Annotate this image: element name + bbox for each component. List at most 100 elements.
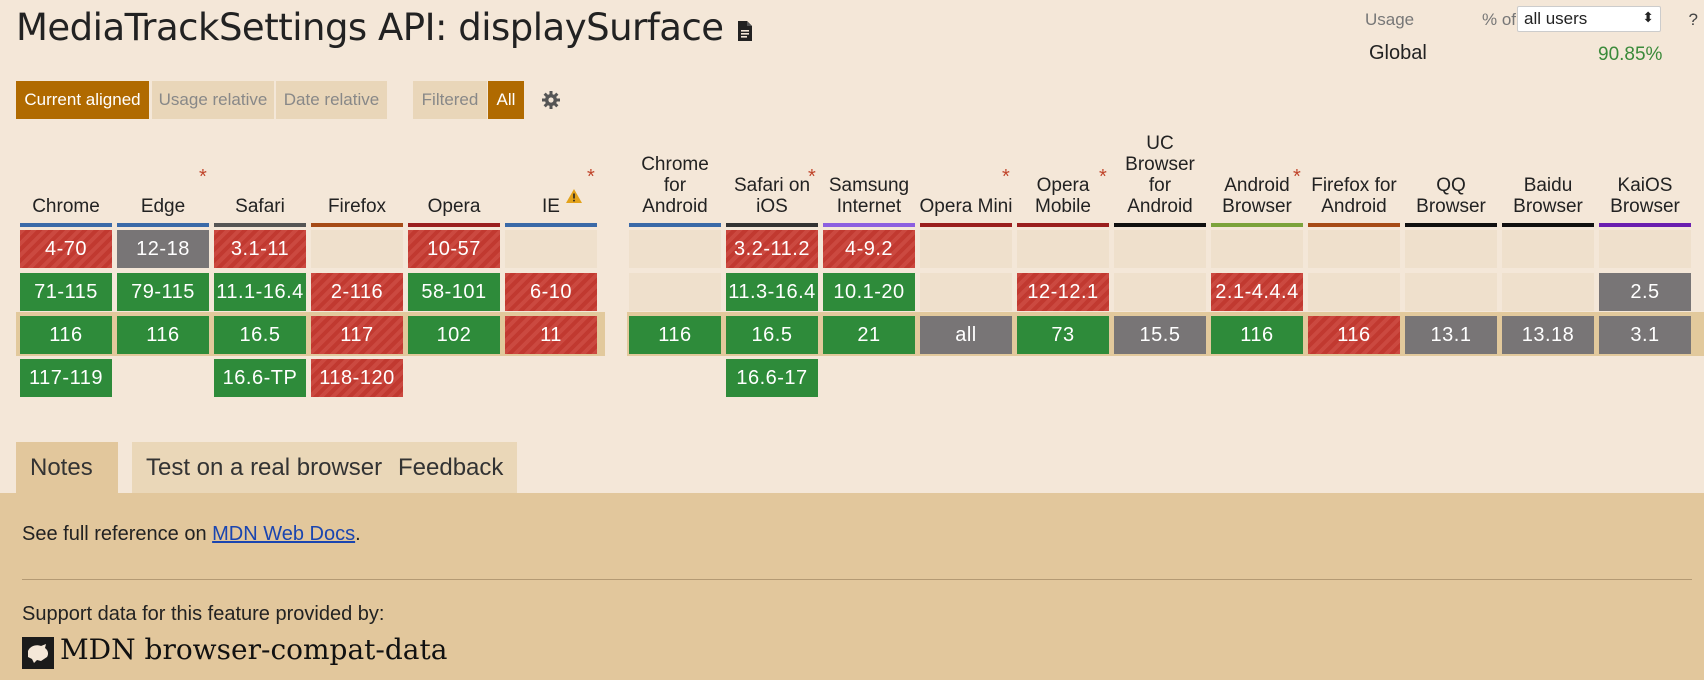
support-cell[interactable]: 16.5 bbox=[214, 316, 306, 354]
support-cell[interactable]: 58-101 bbox=[408, 273, 500, 311]
support-cell[interactable]: 13.1 bbox=[1405, 316, 1497, 354]
usage-label: Usage bbox=[1365, 10, 1415, 29]
browser-header[interactable]: Samsung Internet bbox=[828, 175, 910, 217]
support-cell[interactable]: 73 bbox=[1017, 316, 1109, 354]
browser-color-bar bbox=[311, 223, 403, 227]
notes-panel: See full reference on MDN Web Docs. Supp… bbox=[0, 493, 1704, 680]
empty-cell bbox=[311, 230, 403, 268]
note-asterisk: * bbox=[1099, 166, 1107, 188]
date-relative-button[interactable]: Date relative bbox=[276, 81, 387, 119]
usage-panel: Usage % of all users ⬍ ? Global 90.85% bbox=[1365, 6, 1704, 76]
tab-feedback[interactable]: Feedback bbox=[384, 442, 517, 494]
browser-color-bar bbox=[920, 223, 1012, 227]
support-cell[interactable]: 3.2-11.2 bbox=[726, 230, 818, 268]
empty-cell bbox=[1114, 273, 1206, 311]
empty-cell bbox=[1599, 230, 1691, 268]
note-asterisk: * bbox=[808, 166, 816, 188]
browser-header[interactable]: Opera Mini bbox=[919, 196, 1013, 217]
support-cell[interactable]: 79-115 bbox=[117, 273, 209, 311]
browser-color-bar bbox=[1599, 223, 1691, 227]
document-icon[interactable] bbox=[736, 8, 754, 51]
support-cell[interactable]: 4-70 bbox=[20, 230, 112, 268]
empty-cell bbox=[629, 273, 721, 311]
browser-header[interactable]: Edge bbox=[140, 196, 186, 217]
support-cell[interactable]: 2.5 bbox=[1599, 273, 1691, 311]
empty-cell bbox=[920, 230, 1012, 268]
support-cell[interactable]: 15.5 bbox=[1114, 316, 1206, 354]
support-cell[interactable]: 12-12.1 bbox=[1017, 273, 1109, 311]
browser-header[interactable]: Android Browser bbox=[1222, 175, 1292, 217]
support-cell[interactable]: 118-120 bbox=[311, 359, 403, 397]
empty-cell bbox=[505, 230, 597, 268]
browser-header[interactable]: Safari bbox=[235, 196, 285, 217]
support-cell[interactable]: 10.1-20 bbox=[823, 273, 915, 311]
support-cell[interactable]: 3.1-11 bbox=[214, 230, 306, 268]
browser-color-bar bbox=[1114, 223, 1206, 227]
support-cell[interactable]: 3.1 bbox=[1599, 316, 1691, 354]
support-cell[interactable]: 11.3-16.4 bbox=[726, 273, 818, 311]
support-cell[interactable]: 16.5 bbox=[726, 316, 818, 354]
support-cell[interactable]: 13.18 bbox=[1502, 316, 1594, 354]
browser-header[interactable]: Safari on iOS bbox=[733, 175, 811, 217]
browser-header[interactable]: Firefox for Android bbox=[1311, 175, 1397, 217]
browser-header[interactable]: Chrome for Android bbox=[641, 154, 709, 217]
support-cell[interactable]: 116 bbox=[1211, 316, 1303, 354]
reference-suffix: . bbox=[355, 523, 361, 545]
mdn-web-docs-link[interactable]: MDN Web Docs bbox=[212, 523, 356, 545]
empty-cell bbox=[1502, 230, 1594, 268]
tab-notes[interactable]: Notes bbox=[16, 442, 118, 494]
gear-icon[interactable] bbox=[541, 90, 561, 115]
support-cell[interactable]: 10-57 bbox=[408, 230, 500, 268]
browser-header[interactable]: KaiOS Browser bbox=[1610, 175, 1680, 217]
tab-test-real-browser[interactable]: Test on a real browser bbox=[132, 442, 386, 494]
user-scope-select[interactable]: all users ⬍ bbox=[1517, 6, 1661, 32]
support-cell[interactable]: 21 bbox=[823, 316, 915, 354]
browser-header[interactable]: Firefox bbox=[327, 196, 387, 217]
page-title: MediaTrackSettings API: displaySurface bbox=[16, 6, 754, 51]
support-cell[interactable]: 11 bbox=[505, 316, 597, 354]
filtered-button[interactable]: Filtered bbox=[413, 81, 487, 119]
browser-color-bar bbox=[1017, 223, 1109, 227]
support-cell[interactable]: 116 bbox=[20, 316, 112, 354]
browser-color-bar bbox=[1502, 223, 1594, 227]
support-cell[interactable]: 116 bbox=[629, 316, 721, 354]
support-cell[interactable]: 11.1-16.4 bbox=[214, 273, 306, 311]
help-link[interactable]: ? bbox=[1688, 10, 1698, 29]
support-cell[interactable]: 16.6-TP bbox=[214, 359, 306, 397]
browser-header[interactable]: Baidu Browser bbox=[1513, 175, 1583, 217]
support-cell[interactable]: 102 bbox=[408, 316, 500, 354]
support-cell[interactable]: 117 bbox=[311, 316, 403, 354]
browser-color-bar bbox=[726, 223, 818, 227]
support-cell[interactable]: 116 bbox=[1308, 316, 1400, 354]
support-cell[interactable]: 117-119 bbox=[20, 359, 112, 397]
browser-header[interactable]: QQ Browser bbox=[1416, 175, 1486, 217]
browser-header[interactable]: IE bbox=[542, 196, 560, 217]
support-cell[interactable]: 6-10 bbox=[505, 273, 597, 311]
support-cell[interactable]: all bbox=[920, 316, 1012, 354]
all-button[interactable]: All bbox=[488, 81, 524, 119]
support-cell[interactable]: 2-116 bbox=[311, 273, 403, 311]
support-cell[interactable]: 116 bbox=[117, 316, 209, 354]
browser-color-bar bbox=[1308, 223, 1400, 227]
global-label: Global bbox=[1369, 42, 1427, 64]
empty-cell bbox=[1114, 230, 1206, 268]
reference-prefix: See full reference on bbox=[22, 523, 213, 545]
support-cell[interactable]: 2.1-4.4.4 bbox=[1211, 273, 1303, 311]
reference-text: See full reference on MDN Web Docs. bbox=[22, 523, 361, 546]
browser-header[interactable]: Chrome bbox=[32, 196, 100, 217]
current-aligned-button[interactable]: Current aligned bbox=[16, 81, 149, 119]
support-cell[interactable]: 4-9.2 bbox=[823, 230, 915, 268]
empty-cell bbox=[1502, 273, 1594, 311]
user-scope-value: all users bbox=[1524, 9, 1588, 28]
empty-cell bbox=[629, 230, 721, 268]
warning-icon bbox=[565, 188, 583, 209]
browser-color-bar bbox=[823, 223, 915, 227]
support-cell[interactable]: 71-115 bbox=[20, 273, 112, 311]
mdn-compat-data-label: MDN browser-compat-data bbox=[60, 633, 448, 666]
support-cell[interactable]: 12-18 bbox=[117, 230, 209, 268]
browser-header[interactable]: Opera bbox=[427, 196, 481, 217]
usage-relative-button[interactable]: Usage relative bbox=[152, 81, 274, 119]
browser-header[interactable]: Opera Mobile bbox=[1035, 175, 1091, 217]
browser-header[interactable]: UC Browser for Android bbox=[1125, 133, 1195, 217]
support-cell[interactable]: 16.6-17 bbox=[726, 359, 818, 397]
